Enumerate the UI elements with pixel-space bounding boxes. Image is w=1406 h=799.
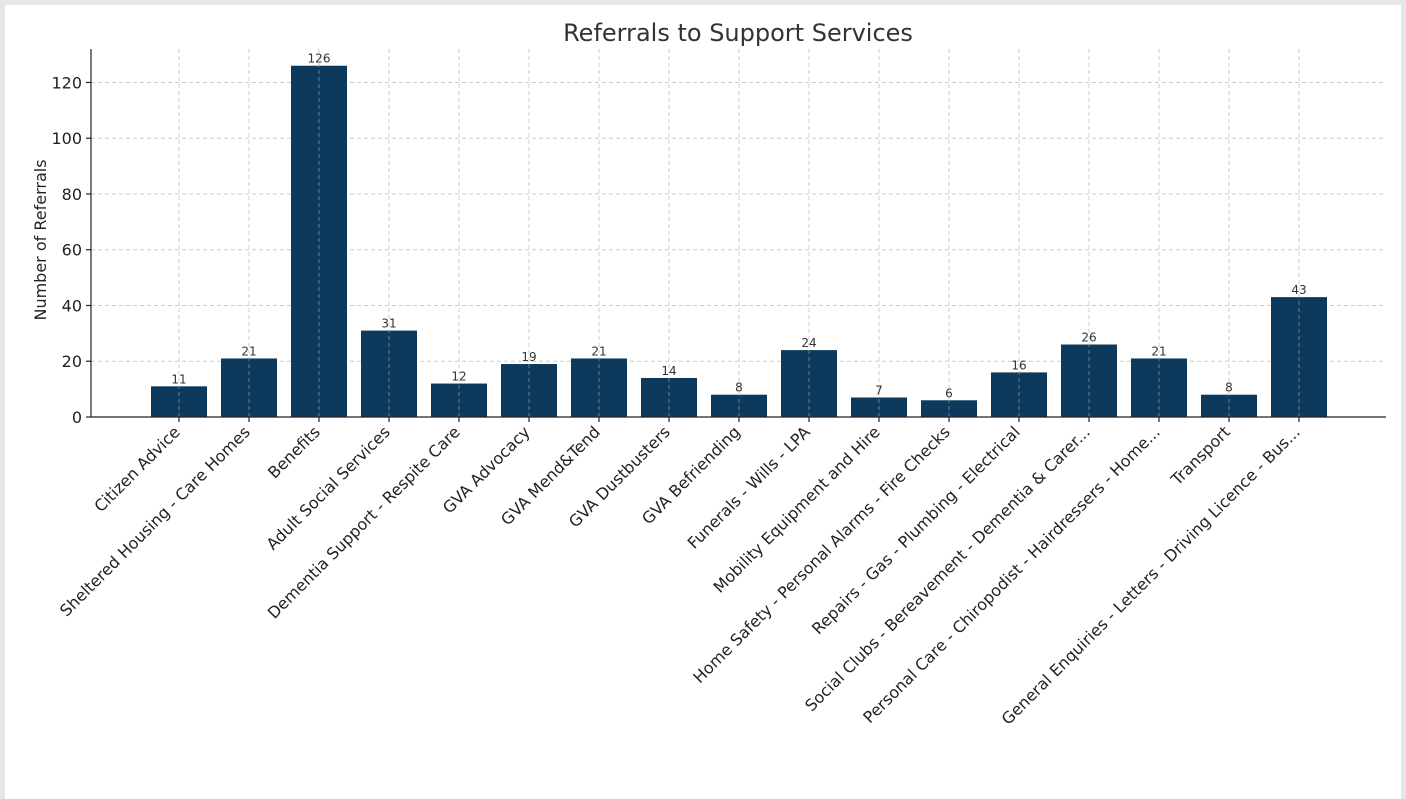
bar — [1131, 358, 1187, 417]
data-label: 24 — [801, 336, 816, 350]
bar — [991, 372, 1047, 417]
x-tick-label: Funerals - Wills - LPA — [684, 422, 814, 552]
data-label: 12 — [451, 370, 466, 384]
bar — [1201, 394, 1257, 417]
bar — [431, 383, 487, 417]
data-label: 43 — [1291, 283, 1306, 297]
data-label: 31 — [381, 317, 396, 331]
x-tick-label: Adult Social Services — [262, 422, 393, 553]
y-tick-label: 120 — [51, 73, 82, 92]
data-label: 21 — [241, 344, 256, 358]
data-label: 14 — [661, 364, 676, 378]
data-label: 126 — [308, 52, 331, 66]
y-tick-label: 20 — [62, 352, 82, 371]
data-label: 7 — [875, 383, 883, 397]
bar — [221, 358, 277, 417]
y-tick-label: 60 — [62, 241, 82, 260]
data-label: 8 — [735, 381, 743, 395]
data-label: 16 — [1011, 358, 1026, 372]
x-tick-label: Transport — [1167, 422, 1234, 489]
data-label: 8 — [1225, 381, 1233, 395]
data-label: 21 — [1151, 344, 1166, 358]
x-tick-label: Benefits — [264, 422, 324, 482]
grid-layer — [91, 49, 1386, 417]
data-label: 19 — [521, 350, 536, 364]
y-tick-label: 80 — [62, 185, 82, 204]
bar — [151, 386, 207, 417]
bar — [571, 358, 627, 417]
bar — [291, 65, 347, 418]
bar — [711, 394, 767, 417]
y-tick-label: 100 — [51, 129, 82, 148]
x-tick-label: Home Safety - Personal Alarms - Fire Che… — [689, 422, 954, 687]
data-label: 6 — [945, 386, 953, 400]
bar — [361, 330, 417, 417]
bar-layer — [151, 49, 1327, 418]
y-axis-label: Number of Referrals — [31, 159, 50, 320]
chart-title: Referrals to Support Services — [563, 19, 913, 47]
bar — [1271, 297, 1327, 417]
chart-frame: 0 20 40 60 80 100 120 11 Citizen Advice 21 Shelter… — [5, 5, 1401, 799]
y-tick-label: 0 — [72, 408, 82, 427]
axis-layer — [86, 49, 1386, 422]
y-tick-label: 40 — [62, 296, 82, 315]
bar — [1061, 344, 1117, 417]
bar — [501, 364, 557, 417]
bar — [641, 377, 697, 417]
bar — [921, 400, 977, 417]
bar — [851, 397, 907, 417]
data-label: 21 — [591, 344, 606, 358]
data-label: 11 — [171, 372, 186, 386]
data-label: 26 — [1081, 331, 1096, 345]
bar — [781, 350, 837, 417]
